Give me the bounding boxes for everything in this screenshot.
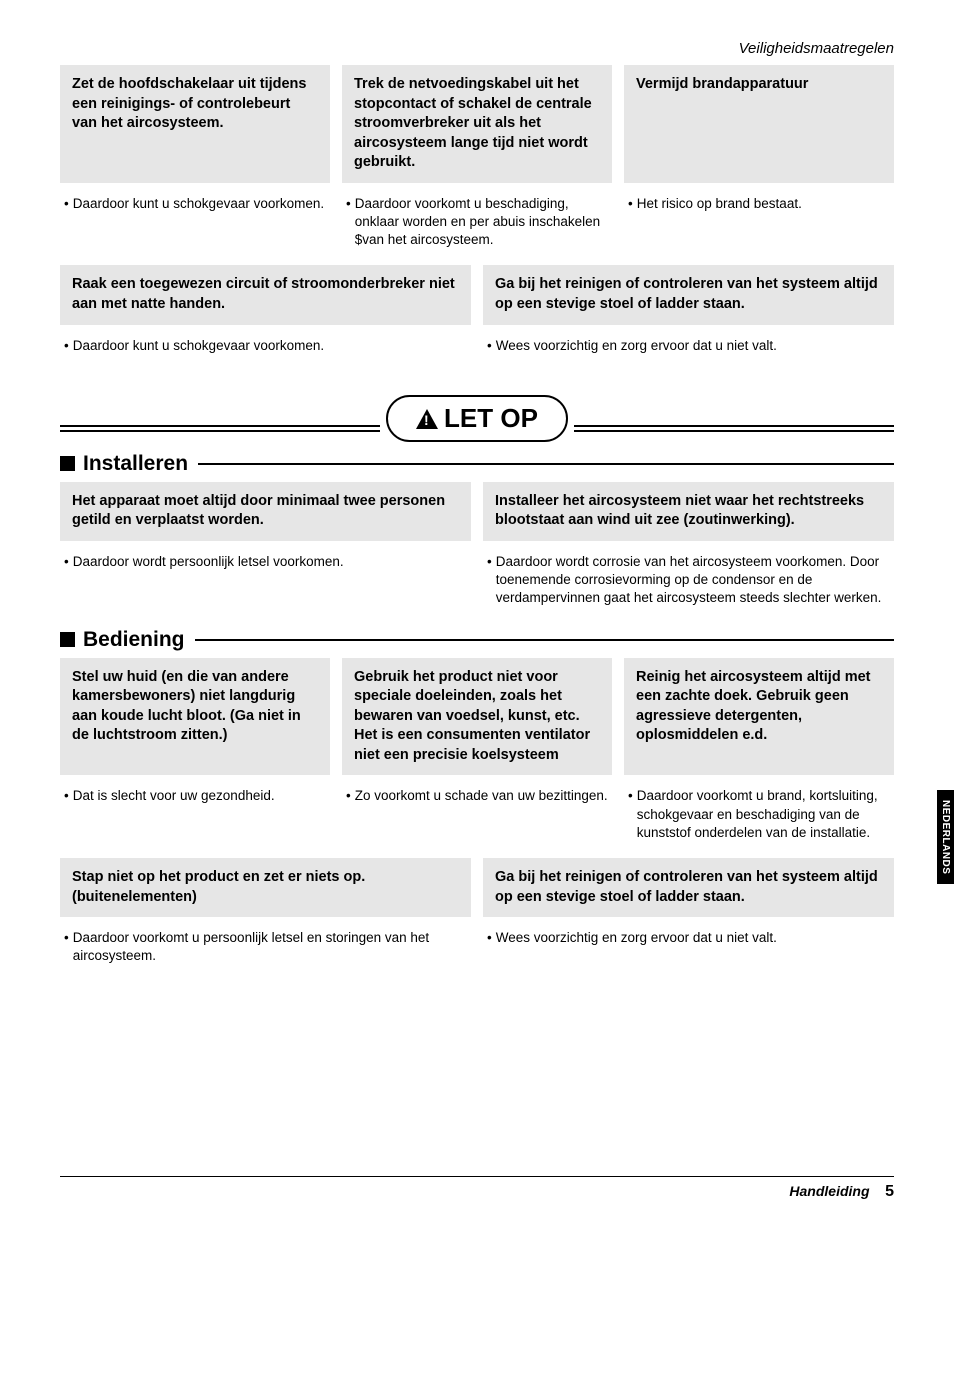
warning-detail: •Daardoor voorkomt u beschadiging, onkla…	[342, 189, 612, 260]
detail-text: Zo voorkomt u schade van uw bezittingen.	[355, 787, 608, 805]
page: Veiligheidsmaatregelen Zet de hoofdschak…	[0, 0, 954, 1231]
section-title: Bediening	[83, 628, 195, 652]
warning-detail: •Daardoor voorkomt u brand, kortsluiting…	[624, 781, 894, 852]
warning-icon	[416, 409, 438, 429]
warning-box: Zet de hoofdschakelaar uit tijdens een r…	[60, 65, 330, 183]
detail-text: Daardoor kunt u schokgevaar voorkomen.	[73, 195, 324, 213]
section-heading: Bediening	[60, 628, 894, 652]
detail-text: Daardoor voorkomt u brand, kortsluiting,…	[637, 787, 890, 842]
warning-detail: •Daardoor kunt u schokgevaar voorkomen.	[60, 331, 471, 365]
warning-detail: •Daardoor wordt corrosie van het aircosy…	[483, 547, 894, 618]
detail-text: Het risico op brand bestaat.	[637, 195, 802, 213]
warning-box: Reinig het aircosysteem altijd met een z…	[624, 658, 894, 776]
warning-detail: •Het risico op brand bestaat.	[624, 189, 894, 260]
install-row-details: •Daardoor wordt persoonlijk letsel voork…	[60, 547, 894, 618]
page-number: 5	[885, 1183, 894, 1200]
warning-detail: •Daardoor kunt u schokgevaar voorkomen.	[60, 189, 330, 260]
callout-divider: LET OP	[60, 395, 894, 442]
page-footer: Handleiding 5	[60, 1176, 894, 1201]
rule-line	[198, 463, 894, 465]
caution-label: LET OP	[444, 403, 538, 434]
section-heading: Installeren	[60, 452, 894, 476]
warning-detail: •Wees voorzichtig en zorg ervoor dat u n…	[483, 923, 894, 975]
warning-detail: •Dat is slecht voor uw gezondheid.	[60, 781, 330, 852]
square-bullet-icon	[60, 456, 75, 471]
detail-text: Daardoor voorkomt u beschadiging, onklaa…	[355, 195, 608, 250]
rule-line	[195, 639, 894, 641]
top-row-titles: Zet de hoofdschakelaar uit tijdens een r…	[60, 65, 894, 183]
operation-row1-titles: Stel uw huid (en die van andere kamersbe…	[60, 658, 894, 776]
detail-text: Daardoor wordt corrosie van het aircosys…	[496, 553, 890, 608]
warning-box: Het apparaat moet altijd door minimaal t…	[60, 482, 471, 541]
detail-text: Daardoor voorkomt u persoonlijk letsel e…	[73, 929, 467, 965]
warning-detail: •Zo voorkomt u schade van uw bezittingen…	[342, 781, 612, 852]
mid-row-details: •Daardoor kunt u schokgevaar voorkomen. …	[60, 331, 894, 365]
install-row-titles: Het apparaat moet altijd door minimaal t…	[60, 482, 894, 541]
warning-box: Stap niet op het product en zet er niets…	[60, 858, 471, 917]
detail-text: Daardoor kunt u schokgevaar voorkomen.	[73, 337, 324, 355]
operation-row2-details: •Daardoor voorkomt u persoonlijk letsel …	[60, 923, 894, 975]
warning-box: Trek de netvoedingskabel uit het stopcon…	[342, 65, 612, 183]
detail-text: Dat is slecht voor uw gezondheid.	[73, 787, 275, 805]
warning-detail: •Wees voorzichtig en zorg ervoor dat u n…	[483, 331, 894, 365]
warning-detail: •Daardoor wordt persoonlijk letsel voork…	[60, 547, 471, 618]
warning-box: Installeer het aircosysteem niet waar he…	[483, 482, 894, 541]
section-title: Installeren	[83, 452, 198, 476]
header-category: Veiligheidsmaatregelen	[60, 40, 894, 57]
language-tab: NEDERLANDS	[937, 790, 954, 884]
operation-row2-titles: Stap niet op het product en zet er niets…	[60, 858, 894, 917]
detail-text: Daardoor wordt persoonlijk letsel voorko…	[73, 553, 344, 571]
warning-box: Gebruik het product niet voor speciale d…	[342, 658, 612, 776]
warning-box: Stel uw huid (en die van andere kamersbe…	[60, 658, 330, 776]
footer-doc-title: Handleiding	[789, 1183, 869, 1199]
caution-pill: LET OP	[386, 395, 568, 442]
detail-text: Wees voorzichtig en zorg ervoor dat u ni…	[496, 337, 777, 355]
warning-box: Vermijd brandapparatuur	[624, 65, 894, 183]
warning-box: Ga bij het reinigen of controleren van h…	[483, 265, 894, 324]
square-bullet-icon	[60, 632, 75, 647]
mid-row-titles: Raak een toegewezen circuit of stroomond…	[60, 265, 894, 324]
top-row-details: •Daardoor kunt u schokgevaar voorkomen. …	[60, 189, 894, 260]
warning-box: Ga bij het reinigen of controleren van h…	[483, 858, 894, 917]
warning-detail: •Daardoor voorkomt u persoonlijk letsel …	[60, 923, 471, 975]
warning-box: Raak een toegewezen circuit of stroomond…	[60, 265, 471, 324]
operation-row1-details: •Dat is slecht voor uw gezondheid. •Zo v…	[60, 781, 894, 852]
detail-text: Wees voorzichtig en zorg ervoor dat u ni…	[496, 929, 777, 947]
